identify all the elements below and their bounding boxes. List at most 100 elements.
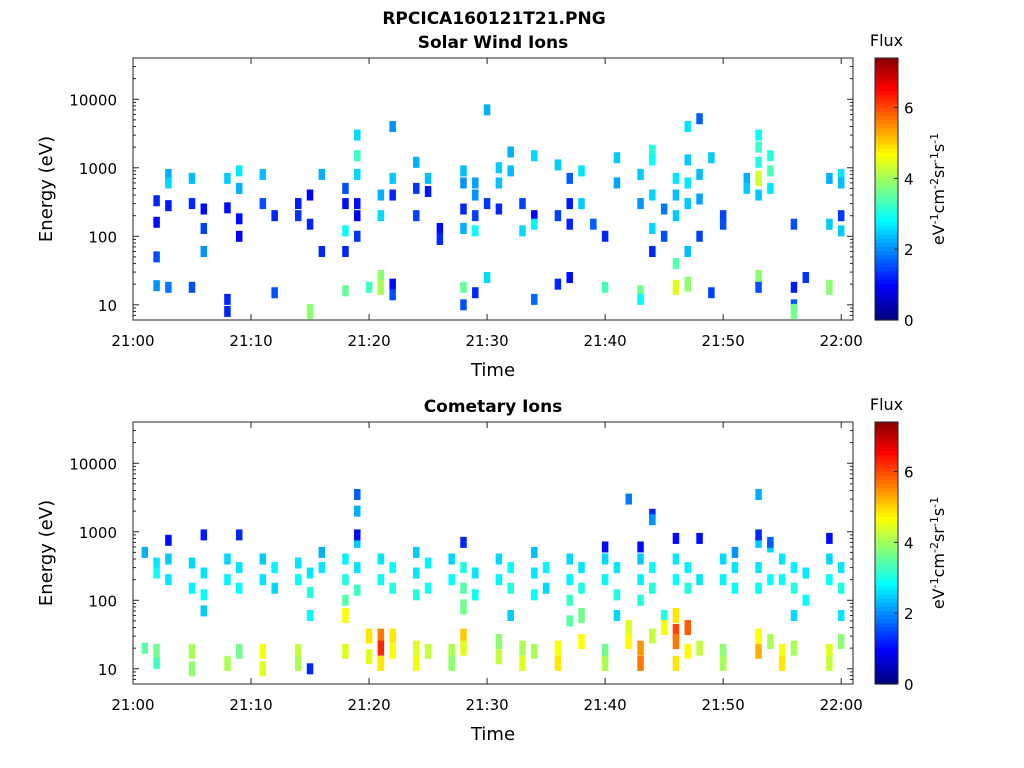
data-cell	[684, 562, 691, 574]
x-tick-label: 21:30	[465, 696, 508, 714]
data-cell	[649, 154, 656, 166]
colorbar-band	[875, 671, 898, 677]
colorbar-band	[875, 160, 898, 166]
data-cell	[235, 230, 243, 242]
colorbar-band	[875, 512, 898, 517]
data-cell	[637, 168, 644, 180]
data-cell	[649, 562, 656, 574]
data-cell	[188, 643, 196, 659]
colorbar-band	[875, 659, 898, 665]
data-cell	[424, 186, 432, 198]
data-cell	[578, 165, 585, 177]
data-cell	[342, 198, 349, 210]
data-cell	[342, 594, 349, 606]
data-cell	[354, 529, 361, 541]
data-cell	[613, 177, 621, 189]
colorbar-band	[875, 565, 898, 570]
colorbar-tick-label: 4	[904, 170, 914, 188]
data-cell	[235, 182, 243, 194]
data-cell	[684, 154, 691, 166]
colorbar-band	[875, 270, 898, 276]
colorbar-band	[875, 675, 898, 681]
colorbar-band	[875, 606, 898, 611]
data-cell	[554, 278, 562, 290]
data-cell	[188, 281, 196, 293]
data-cell	[495, 203, 503, 215]
data-cell	[235, 529, 243, 541]
data-cell	[153, 557, 160, 569]
colorbar-band	[875, 152, 898, 157]
data-cell	[188, 582, 196, 594]
data-cell	[342, 285, 349, 297]
data-cell	[235, 582, 243, 594]
colorbar-band	[875, 139, 898, 145]
data-cell	[354, 168, 361, 180]
data-cell	[601, 553, 609, 565]
data-cell	[696, 193, 703, 205]
data-cell	[778, 553, 786, 565]
colorbar-band	[875, 90, 898, 96]
data-cell	[377, 270, 385, 286]
x-tick-label: 21:20	[347, 696, 390, 714]
data-cell	[837, 582, 845, 594]
data-cell	[601, 541, 609, 553]
data-cell	[755, 170, 762, 186]
data-cell	[153, 567, 160, 579]
data-cell	[672, 553, 680, 565]
colorbar-band	[875, 115, 898, 121]
data-cell	[200, 605, 208, 617]
data-cell	[365, 628, 373, 644]
colorbar-band	[875, 98, 898, 104]
data-cell	[755, 628, 762, 644]
colorbar-band	[875, 254, 898, 260]
data-cell	[708, 152, 715, 164]
data-cell	[153, 195, 160, 207]
data-cell	[295, 574, 302, 586]
data-cell	[672, 624, 680, 640]
colorbar-band	[875, 430, 898, 435]
data-cell	[413, 210, 420, 222]
y-tick-label: 100	[88, 228, 117, 246]
data-cell	[224, 202, 231, 214]
data-cell	[306, 303, 314, 319]
data-cell	[696, 640, 703, 656]
colorbar-band	[875, 503, 898, 509]
colorbar-band	[875, 299, 898, 305]
data-cell	[259, 643, 267, 659]
data-cell	[649, 582, 656, 594]
data-cell	[554, 640, 562, 656]
colorbar-band	[875, 426, 898, 431]
colorbar-band	[875, 295, 898, 301]
colorbar-band	[875, 462, 898, 468]
data-cell	[424, 582, 432, 594]
data-cell	[507, 582, 514, 594]
y-tick-label: 10	[98, 661, 117, 679]
data-cell	[460, 536, 467, 548]
data-cell	[755, 281, 762, 293]
data-cell	[354, 562, 361, 574]
data-cell	[672, 172, 680, 184]
colorbar-band	[875, 573, 898, 579]
data-cell	[224, 293, 231, 305]
data-cell	[802, 594, 810, 606]
data-cell	[601, 281, 609, 293]
colorbar-band	[875, 667, 898, 673]
data-cell	[413, 589, 420, 601]
colorbar-frame	[874, 57, 899, 321]
data-cell	[649, 628, 656, 644]
data-cell	[460, 640, 467, 656]
data-cell	[672, 258, 680, 270]
data-cell	[472, 287, 479, 299]
data-cell	[188, 172, 196, 184]
colorbar-band	[875, 532, 898, 538]
data-cell	[613, 589, 621, 601]
colorbar-band	[875, 458, 898, 464]
data-cell	[649, 222, 656, 234]
data-cell	[483, 104, 491, 116]
data-cell	[165, 168, 172, 180]
data-cell	[554, 210, 562, 222]
data-cell	[306, 586, 314, 598]
colorbar-band	[875, 229, 898, 235]
data-cell	[141, 642, 149, 654]
data-cell	[354, 210, 361, 222]
